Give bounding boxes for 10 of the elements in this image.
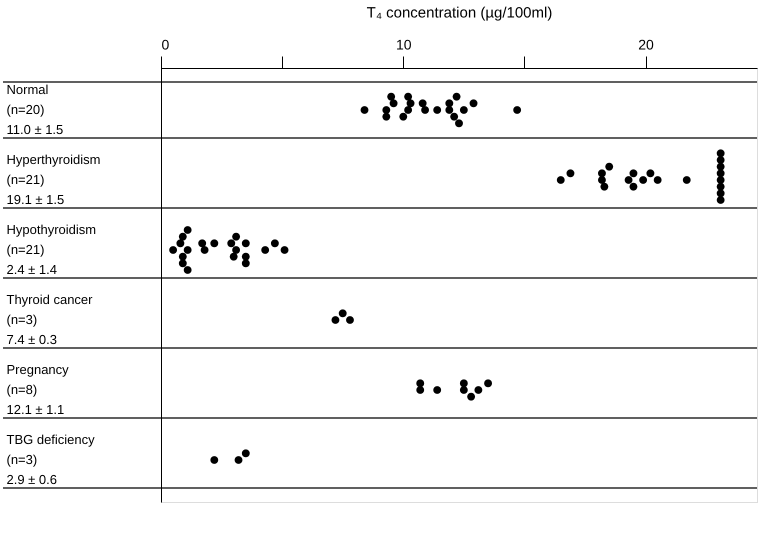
y-tick-label: Hypothyroidism (n=21) 2.4 ± 1.4: [6, 222, 96, 277]
y-tick-label: Hyperthyroidism (n=21) 19.1 ± 1.5: [6, 152, 100, 207]
y-tick-label: TBG deficiency (n=3) 2.9 ± 0.6: [6, 432, 96, 487]
x-tick-label: 20: [638, 36, 654, 52]
x-tick-label: 10: [396, 36, 412, 52]
x-tick-label: 0: [162, 36, 170, 52]
y-tick-label: Pregnancy (n=8) 12.1 ± 1.1: [6, 362, 70, 417]
y-tick-label: Normal (n=20) 11.0 ± 1.5: [6, 82, 64, 137]
x-axis-title: T₄ concentration (µg/100ml): [366, 4, 552, 22]
y-tick-label: Thyroid cancer (n=3) 7.4 ± 0.3: [6, 292, 94, 347]
